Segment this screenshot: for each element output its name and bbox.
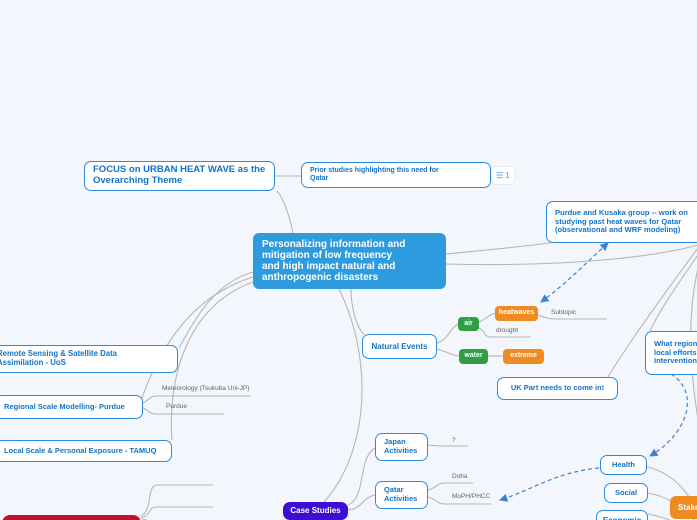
natural-events-node[interactable]: Natural Events — [362, 334, 437, 359]
japan-activities-node[interactable]: Japan Activities — [375, 433, 428, 461]
purdue-kusaka-node[interactable]: Purdue and Kusaka group -- work on study… — [546, 201, 697, 243]
remote-sensing-node[interactable]: Remote Sensing & Satellite Data Assimila… — [0, 345, 178, 373]
extreme-node[interactable]: extreme — [503, 349, 544, 364]
local-scale-node[interactable]: Local Scale & Personal Exposure - TAMUQ — [0, 440, 172, 462]
moph-label[interactable]: MoPH/PHCC — [452, 493, 491, 500]
regional-scale-node[interactable]: Regional Scale Modelling- Purdue — [0, 395, 143, 419]
prior-studies-node[interactable]: Prior studies highlighting this need for… — [301, 162, 491, 188]
subtopic-label[interactable]: Subtopic — [551, 309, 577, 316]
doha-label[interactable]: Doha — [452, 473, 468, 480]
relation-arrows — [498, 242, 688, 502]
air-node[interactable]: air — [458, 317, 479, 331]
purdue-label[interactable]: Purdue — [166, 403, 187, 410]
uk-part-node[interactable]: UK Part needs to come in! — [497, 377, 618, 400]
meteorology-label[interactable]: Meteorology (Tsukuba Uni-JP) — [162, 385, 250, 392]
crimson-node[interactable] — [2, 515, 141, 520]
economic-node[interactable]: Economic — [596, 510, 648, 520]
health-node[interactable]: Health — [600, 455, 647, 475]
notes-badge[interactable]: ☰ 1 — [492, 167, 514, 184]
focus-theme-node[interactable]: FOCUS on URBAN HEAT WAVE as the Overarch… — [84, 161, 275, 191]
list-icon: ☰ — [496, 170, 504, 180]
water-node[interactable]: water — [459, 349, 488, 364]
drought-label[interactable]: drought — [496, 327, 519, 334]
case-studies-node[interactable]: Case Studies — [283, 502, 348, 520]
qatar-activities-node[interactable]: Qatar Activities — [375, 481, 428, 509]
social-node[interactable]: Social — [604, 483, 648, 503]
central-topic-node[interactable]: Personalizing information and mitigation… — [253, 233, 446, 289]
heatwaves-node[interactable]: heatwaves — [495, 306, 538, 321]
question-label[interactable]: ? — [452, 437, 456, 444]
notes-count: 1 — [505, 170, 510, 180]
what-regions-node[interactable]: What regions local efforts Intervention? — [645, 331, 697, 375]
stakeholders-node[interactable]: Stakeholders — [670, 496, 697, 519]
